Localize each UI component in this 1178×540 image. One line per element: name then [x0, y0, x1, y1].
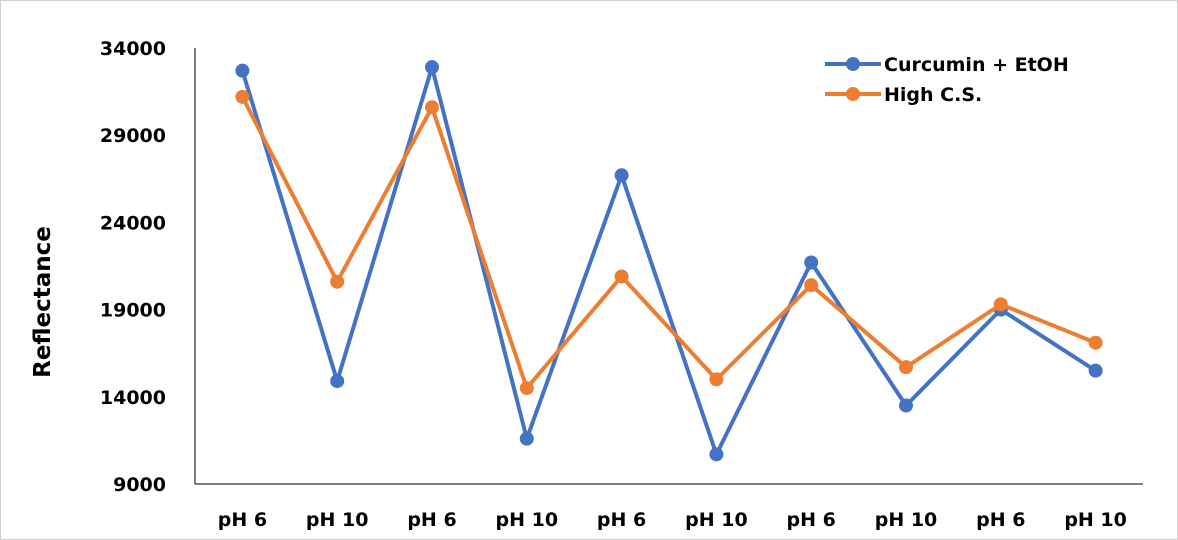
- legend-marker: [846, 87, 860, 101]
- data-point: [709, 447, 724, 462]
- x-tick-label: pH 6: [218, 509, 267, 531]
- x-tick-label: pH 10: [1064, 509, 1127, 531]
- data-point: [804, 278, 819, 293]
- data-point: [425, 100, 439, 115]
- data-point: [330, 374, 345, 389]
- y-tick-label: 34000: [100, 38, 166, 60]
- data-point: [519, 431, 534, 446]
- series-line: [240, 94, 1098, 391]
- data-point: [425, 60, 439, 75]
- x-tick-label: pH 6: [597, 509, 646, 531]
- series-2: [235, 89, 1103, 396]
- x-tick-labels: pH 6 pH 10 pH 6 pH 10 pH 6 pH 10 pH 6 pH 10 pH 6…: [218, 509, 1127, 531]
- series-line: [240, 65, 1098, 457]
- x-tick-label: pH 10: [685, 509, 748, 531]
- y-tick-label: 14000: [100, 387, 166, 409]
- data-point: [235, 63, 250, 78]
- data-point: [899, 360, 913, 375]
- data-point: [614, 269, 629, 284]
- y-tick-labels: 9000 14000 19000 24000 29000 34000: [100, 38, 166, 496]
- x-tick-label: pH 10: [496, 509, 559, 531]
- series-layer: [235, 60, 1103, 462]
- data-point: [1088, 363, 1103, 378]
- y-axis-label: Reflectance: [30, 226, 56, 378]
- legend-marker: [846, 57, 860, 71]
- x-tick-label: pH 6: [787, 509, 836, 531]
- data-point: [519, 381, 534, 396]
- x-tick-label: pH 6: [976, 509, 1025, 531]
- legend: Curcumin + EtOH High C.S.: [825, 54, 1069, 106]
- data-point: [899, 398, 913, 413]
- data-point: [709, 372, 724, 387]
- x-tick-label: pH 10: [875, 509, 938, 531]
- y-tick-label: 9000: [113, 474, 166, 496]
- data-point: [235, 89, 250, 104]
- data-point: [804, 255, 819, 270]
- legend-item: Curcumin + EtOH: [825, 54, 1069, 76]
- y-tick-label: 24000: [100, 212, 166, 234]
- data-point: [614, 168, 629, 183]
- y-tick-label: 19000: [100, 300, 166, 322]
- legend-label: Curcumin + EtOH: [884, 54, 1069, 76]
- x-tick-label: pH 6: [407, 509, 456, 531]
- data-point: [993, 297, 1008, 312]
- legend-label: High C.S.: [884, 84, 982, 106]
- series-1: [235, 60, 1103, 462]
- data-point: [1088, 335, 1103, 350]
- x-tick-label: pH 10: [306, 509, 369, 531]
- legend-item: High C.S.: [825, 84, 982, 106]
- data-point: [330, 274, 345, 289]
- y-tick-label: 29000: [100, 125, 166, 147]
